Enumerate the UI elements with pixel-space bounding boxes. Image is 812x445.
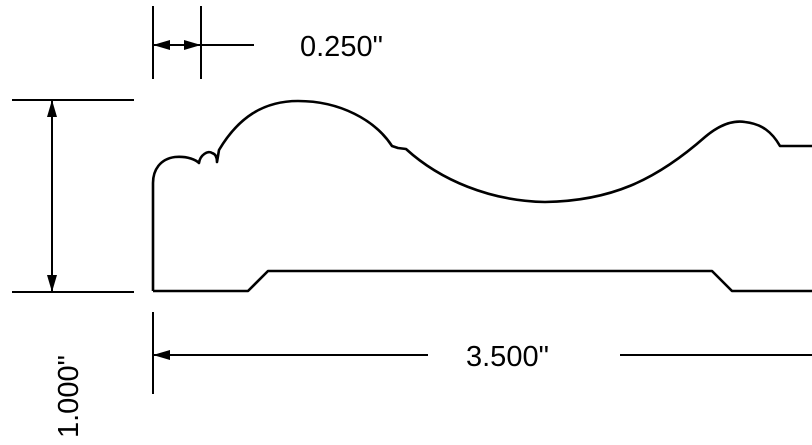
- width-arrow-left: [153, 350, 170, 360]
- height-arrow-top: [47, 100, 57, 117]
- offset-arrow-right: [184, 40, 201, 50]
- offset-arrow-left: [153, 40, 170, 50]
- molding-base-line: [153, 269, 812, 293]
- height-arrow-bottom: [47, 275, 57, 292]
- offset-dimension-label: 0.250": [300, 31, 383, 63]
- height-dimension-label: 1.000": [53, 355, 85, 438]
- width-dimension-label: 3.500": [466, 341, 549, 373]
- molding-profile-outline: [151, 99, 812, 291]
